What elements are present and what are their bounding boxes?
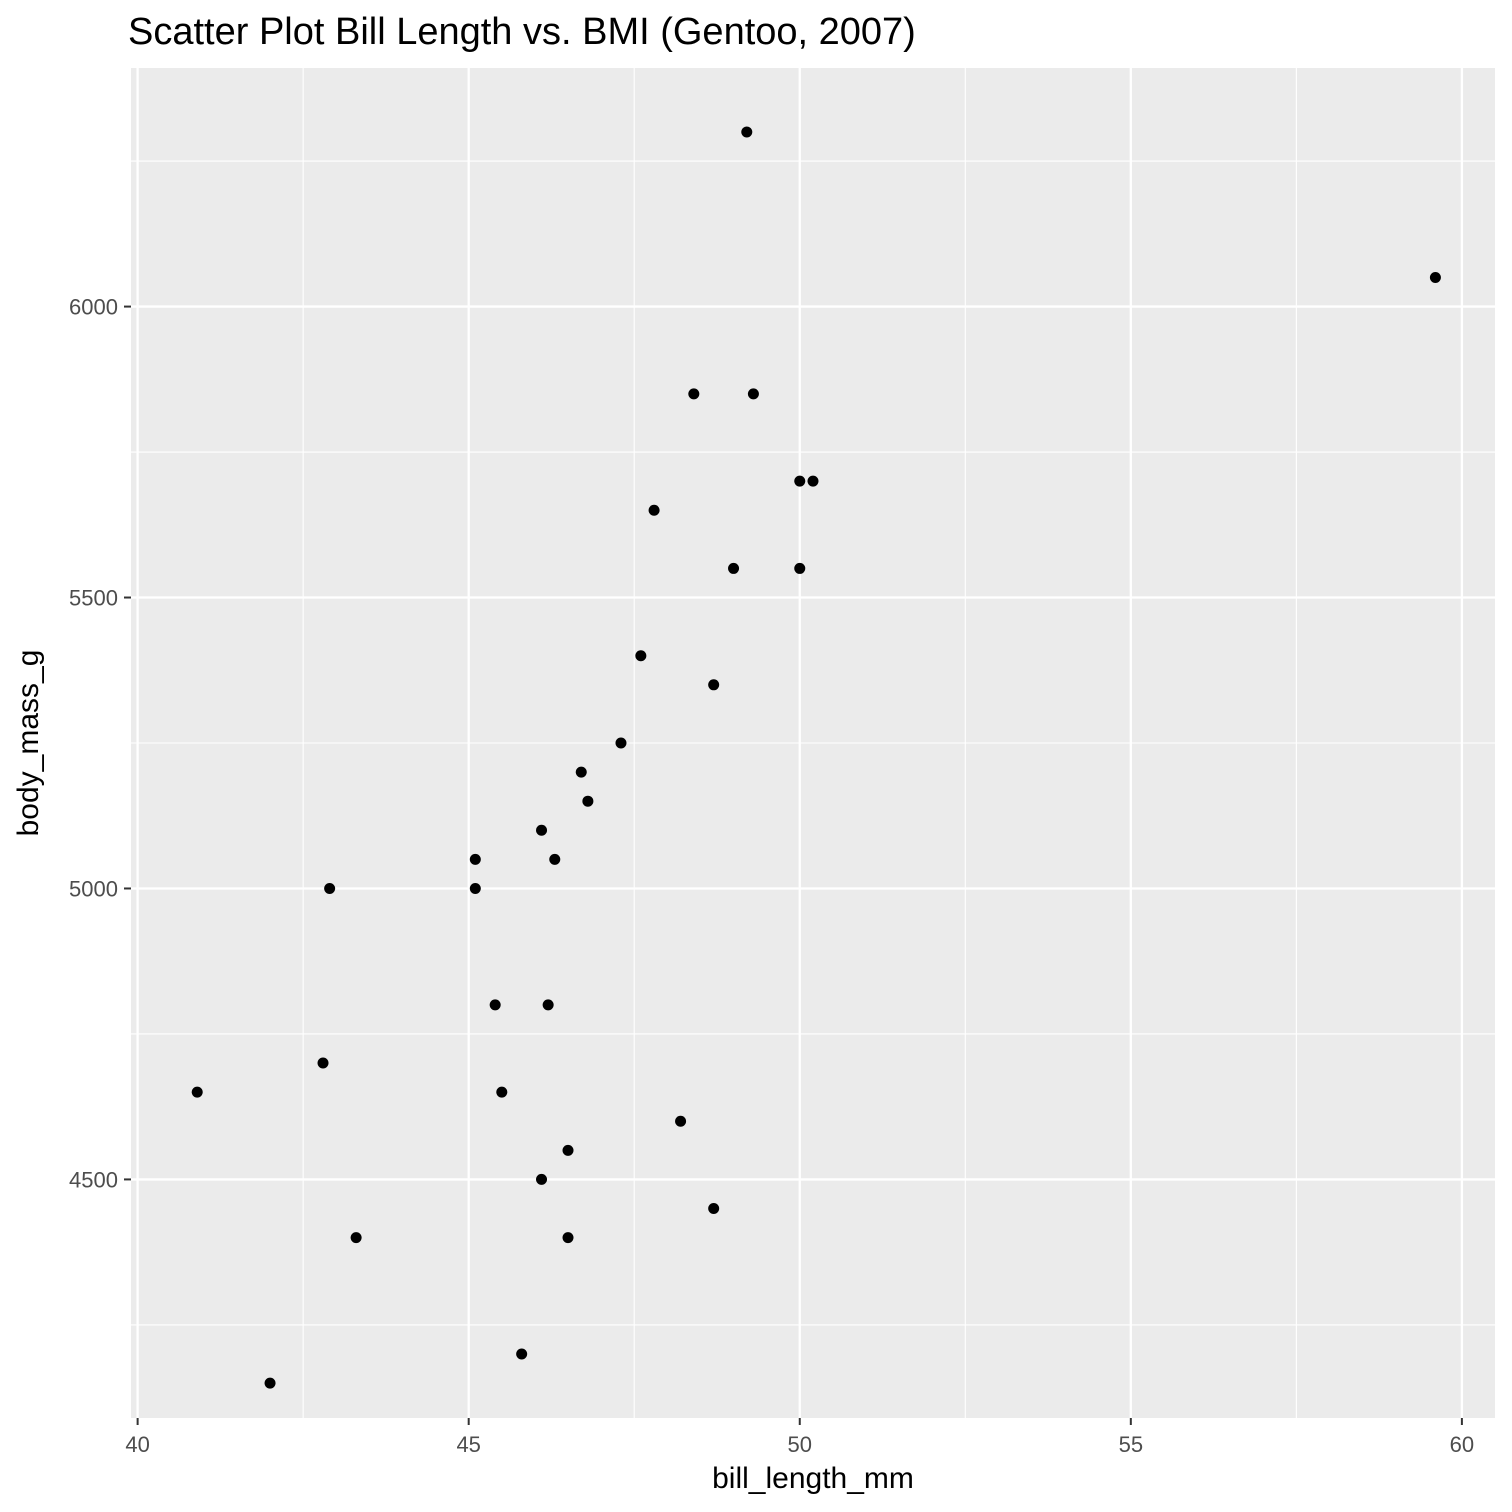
x-tick-label: 55 bbox=[1119, 1432, 1143, 1457]
data-point bbox=[708, 1203, 720, 1215]
data-point bbox=[562, 1144, 574, 1156]
y-tick-label: 5500 bbox=[69, 586, 118, 611]
x-axis: 40 45 50 55 60 bbox=[125, 1418, 1474, 1457]
x-tick-label: 45 bbox=[456, 1432, 480, 1457]
data-point bbox=[708, 679, 720, 691]
data-point bbox=[635, 650, 647, 662]
data-point bbox=[496, 1086, 508, 1098]
data-point bbox=[191, 1086, 203, 1098]
y-axis-title: body_mass_g bbox=[12, 650, 45, 837]
data-point bbox=[675, 1115, 687, 1127]
data-point bbox=[794, 562, 806, 574]
data-point bbox=[469, 882, 481, 894]
data-point bbox=[582, 795, 594, 807]
data-point bbox=[469, 853, 481, 865]
data-point bbox=[1429, 271, 1441, 283]
data-point bbox=[317, 1057, 329, 1069]
data-point bbox=[536, 1173, 548, 1185]
major-gridlines bbox=[131, 68, 1495, 1418]
data-point bbox=[324, 882, 336, 894]
data-point bbox=[489, 999, 501, 1011]
data-point bbox=[575, 766, 587, 778]
data-point bbox=[562, 1232, 574, 1244]
minor-gridlines bbox=[131, 68, 1495, 1418]
data-point bbox=[516, 1348, 528, 1360]
x-axis-title: bill_length_mm bbox=[712, 1462, 914, 1495]
data-point bbox=[728, 562, 740, 574]
data-point bbox=[807, 475, 819, 487]
y-tick-label: 5000 bbox=[69, 876, 118, 901]
y-tick-label: 6000 bbox=[69, 295, 118, 320]
x-tick-label: 40 bbox=[125, 1432, 149, 1457]
y-axis: 4500 5000 5500 6000 bbox=[69, 295, 131, 1192]
data-point bbox=[264, 1377, 276, 1389]
data-point bbox=[615, 737, 627, 749]
chart-title: Scatter Plot Bill Length vs. BMI (Gentoo… bbox=[128, 11, 916, 53]
data-point bbox=[688, 388, 700, 400]
data-point bbox=[648, 504, 660, 516]
y-tick-label: 4500 bbox=[69, 1167, 118, 1192]
data-point bbox=[794, 475, 806, 487]
data-points bbox=[191, 126, 1441, 1389]
data-point bbox=[747, 388, 759, 400]
data-point bbox=[536, 824, 548, 836]
data-point bbox=[549, 853, 561, 865]
data-point bbox=[741, 126, 753, 138]
data-point bbox=[350, 1232, 362, 1244]
x-tick-label: 50 bbox=[788, 1432, 812, 1457]
data-point bbox=[542, 999, 554, 1011]
x-tick-label: 60 bbox=[1450, 1432, 1474, 1457]
